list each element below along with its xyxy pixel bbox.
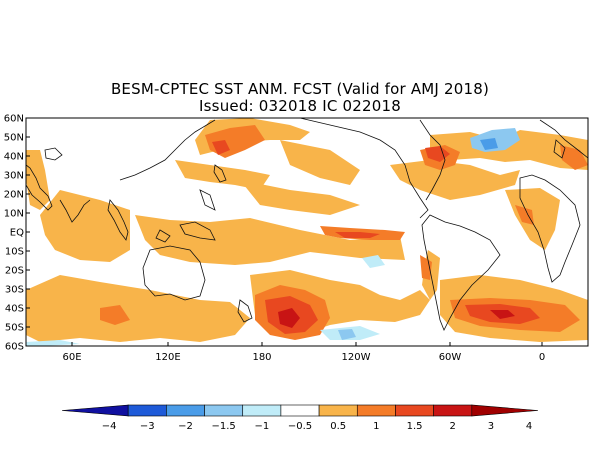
- colorbar-label: −2: [178, 421, 193, 432]
- latitude-axis: 60N 50N 40N 30N 20N 10N EQ 10S 20S 30S 40S 50S 60S: [4, 114, 30, 353]
- lon-label: 0: [539, 352, 545, 363]
- colorbar-segment: [318, 404, 358, 417]
- colorbar-label: −0.5: [288, 421, 312, 432]
- colorbar-segment: [127, 404, 167, 417]
- lon-label: 60E: [62, 352, 81, 363]
- lat-label: 20S: [5, 266, 24, 277]
- colorbar-label: −4: [102, 421, 117, 432]
- lat-label: 40S: [5, 304, 24, 315]
- lon-label: 180: [252, 352, 271, 363]
- coastlines: [26, 118, 588, 331]
- lon-label: 120E: [155, 352, 180, 363]
- map-title: BESM-CPTEC SST ANM. FCST (Valid for AMJ …: [110, 80, 490, 98]
- colorbar-label: 4: [526, 421, 532, 432]
- colorbar-label: 3: [488, 421, 494, 432]
- colorbar-label: 1: [373, 421, 379, 432]
- colorbar-label: 1.5: [407, 421, 423, 432]
- colorbar-segment: [395, 404, 434, 417]
- lat-label: 60S: [5, 342, 24, 353]
- colorbar-label: −1: [254, 421, 269, 432]
- negative-anomalies: [26, 128, 520, 346]
- lat-label: 60N: [4, 114, 24, 125]
- colorbar: −4 −3 −2 −1.5 −1 −0.5 0.5 1 1.5 2 3 4: [61, 404, 539, 432]
- colorbar-segment: [204, 404, 244, 417]
- colorbar-segment: [280, 404, 320, 417]
- colorbar-label: −1.5: [211, 421, 235, 432]
- anomaly-field: [26, 118, 588, 346]
- colorbar-segment: [166, 404, 205, 417]
- colorbar-segment: [356, 404, 396, 417]
- colorbar-segment: [433, 404, 473, 417]
- colorbar-segment: [242, 404, 282, 417]
- lon-label: 60W: [439, 352, 462, 363]
- colorbar-segment: [471, 404, 539, 417]
- longitude-axis: 60E 120E 180 120W 60W 0: [62, 342, 545, 363]
- colorbar-label: 2: [450, 421, 456, 432]
- map-subtitle: Issued: 032018 IC 022018: [199, 97, 401, 115]
- lat-label: 30N: [4, 171, 24, 182]
- colorbar-label: 0.5: [330, 421, 346, 432]
- anomaly-0p5-to-1: [26, 118, 588, 342]
- lat-label: EQ: [10, 228, 24, 239]
- anomaly-2-to-3: [278, 308, 515, 328]
- lat-label: 10N: [4, 209, 24, 220]
- lat-label: 50N: [4, 133, 24, 144]
- lat-label: 20N: [4, 190, 24, 201]
- lat-label: 10S: [5, 247, 24, 258]
- lat-label: 30S: [5, 285, 24, 296]
- colorbar-segment: [61, 404, 129, 417]
- lat-label: 40N: [4, 152, 24, 163]
- colorbar-label: −3: [140, 421, 155, 432]
- lon-label: 120W: [342, 352, 371, 363]
- lat-label: 50S: [5, 323, 24, 334]
